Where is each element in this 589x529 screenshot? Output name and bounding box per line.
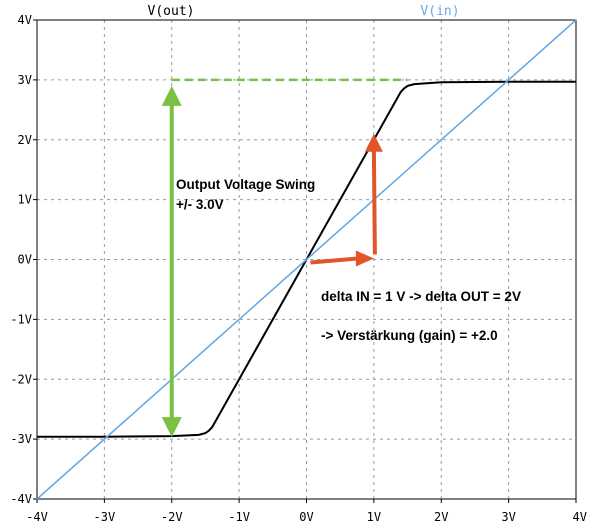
series-lines (36, 19, 577, 500)
x-tick-label: -1V (228, 510, 250, 524)
delta-out-arrow-shaft (371, 149, 377, 255)
x-tick-label: 1V (367, 510, 381, 524)
x-tick-label: 4V (573, 510, 587, 524)
annotations: Output Voltage Swing +/- 3.0V delta IN = 1… (161, 78, 521, 438)
swing-title-annotation: Output Voltage Swing (176, 177, 315, 192)
y-tick-label: 1V (18, 193, 32, 207)
tick-labels: -4V -3V -2V -1V 0V 1V 2V 3V 4V -4V -3V -2V -1V 0V 1V 2V… (10, 13, 587, 524)
y-tick-label: -1V (10, 312, 32, 326)
y-tick-label: 3V (18, 73, 32, 87)
y-tick-label: -2V (10, 372, 32, 386)
y-tick-label: 0V (18, 253, 32, 267)
delta-annotation: delta IN = 1 V -> delta OUT = 2V (321, 289, 521, 304)
delta-in-arrow-head (355, 250, 374, 267)
swing-arrow-head-up (161, 85, 182, 106)
y-tick-label: -3V (10, 432, 32, 446)
x-tick-label: 2V (434, 510, 448, 524)
x-tick-label: -4V (26, 510, 48, 524)
x-tick-label: -2V (161, 510, 183, 524)
delta-out-arrow-head (364, 133, 383, 152)
delta-in-arrow-shaft (310, 256, 359, 265)
legend-entry-vin: V(in) (420, 4, 459, 19)
x-tick-label: 3V (501, 510, 515, 524)
x-tick-label: 0V (299, 510, 313, 524)
legend-entry-vout: V(out) (148, 4, 195, 19)
swing-value-annotation: +/- 3.0V (176, 197, 224, 212)
series-line-vin (36, 19, 577, 500)
x-tick-label: -3V (94, 510, 116, 524)
gain-annotation: -> Verstärkung (gain) = +2.0 (321, 328, 498, 343)
legend: V(out) V(in) (148, 4, 460, 19)
swing-arrow-head-down (161, 417, 182, 438)
y-tick-label: 4V (18, 13, 32, 27)
y-tick-label: 2V (18, 133, 32, 147)
y-tick-label: -4V (10, 492, 32, 506)
